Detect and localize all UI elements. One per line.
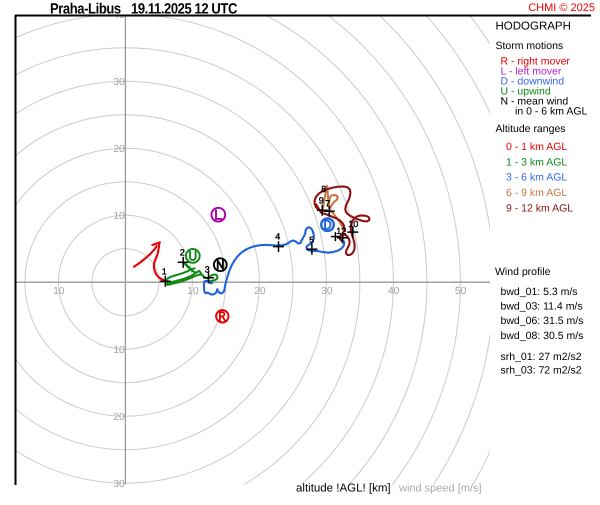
svg-text:wind speed [m/s]: wind speed [m/s] (398, 483, 482, 495)
svg-text:CHMI © 2025: CHMI © 2025 (528, 2, 595, 14)
svg-text:L - left mover: L - left mover (501, 66, 562, 78)
svg-text:40: 40 (113, 10, 125, 21)
svg-text:bwd_03: 11.4 m/s: bwd_03: 11.4 m/s (501, 300, 583, 312)
svg-text:2: 2 (180, 247, 185, 257)
svg-text:4: 4 (275, 232, 280, 242)
svg-text:N - mean wind: N - mean wind (501, 96, 569, 108)
svg-text:10: 10 (348, 219, 358, 229)
svg-text:7: 7 (325, 198, 330, 208)
svg-text:in 0 - 6 km AGL: in 0 - 6 km AGL (515, 106, 588, 118)
svg-text:1: 1 (162, 266, 167, 276)
svg-text:30: 30 (113, 479, 125, 490)
svg-text:19.11.2025 12 UTC: 19.11.2025 12 UTC (131, 0, 238, 17)
svg-text:bwd_08: 30.5 m/s: bwd_08: 30.5 m/s (501, 330, 584, 342)
svg-text:HODOGRAPH: HODOGRAPH (496, 21, 571, 33)
svg-text:5: 5 (309, 235, 314, 245)
svg-text:8: 8 (321, 184, 326, 194)
svg-text:9: 9 (319, 196, 324, 206)
svg-text:altitude !AGL! [km]: altitude !AGL! [km] (296, 483, 391, 495)
svg-text:50: 50 (455, 286, 467, 297)
svg-text:20: 20 (113, 144, 125, 155)
svg-text:Altitude ranges: Altitude ranges (496, 123, 566, 135)
svg-text:30: 30 (321, 286, 333, 297)
svg-text:12: 12 (336, 226, 346, 236)
svg-text:10: 10 (113, 211, 125, 222)
svg-text:1 - 3 km AGL: 1 - 3 km AGL (506, 156, 567, 168)
svg-text:10: 10 (113, 345, 125, 356)
svg-text:3 - 6 km AGL: 3 - 6 km AGL (506, 172, 567, 184)
svg-text:bwd_06: 31.5 m/s: bwd_06: 31.5 m/s (501, 315, 584, 327)
svg-text:9 - 12 km AGL: 9 - 12 km AGL (506, 202, 573, 214)
svg-text:bwd_01: 5.3 m/s: bwd_01: 5.3 m/s (501, 286, 578, 298)
svg-text:20: 20 (113, 412, 125, 423)
svg-text:20: 20 (254, 286, 266, 297)
svg-text:U - upwind: U - upwind (501, 86, 551, 98)
svg-text:10: 10 (187, 286, 199, 297)
svg-text:R - right mover: R - right mover (501, 56, 571, 68)
svg-text:Wind profile: Wind profile (495, 266, 551, 278)
svg-text:30: 30 (113, 77, 125, 88)
svg-text:10: 10 (53, 286, 65, 297)
svg-text:D - downwind: D - downwind (501, 76, 565, 88)
svg-text:srh_01: 27 m2/s2: srh_01: 27 m2/s2 (501, 351, 582, 363)
svg-text:6 - 9 km AGL: 6 - 9 km AGL (506, 187, 567, 199)
svg-text:40: 40 (388, 286, 400, 297)
svg-text:srh_03: 72 m2/s2: srh_03: 72 m2/s2 (501, 365, 582, 377)
svg-text:3: 3 (205, 264, 210, 274)
svg-text:0 - 1 km AGL: 0 - 1 km AGL (506, 141, 567, 153)
svg-text:Storm motions: Storm motions (496, 40, 564, 52)
svg-text:Praha-Libus: Praha-Libus (50, 0, 121, 17)
